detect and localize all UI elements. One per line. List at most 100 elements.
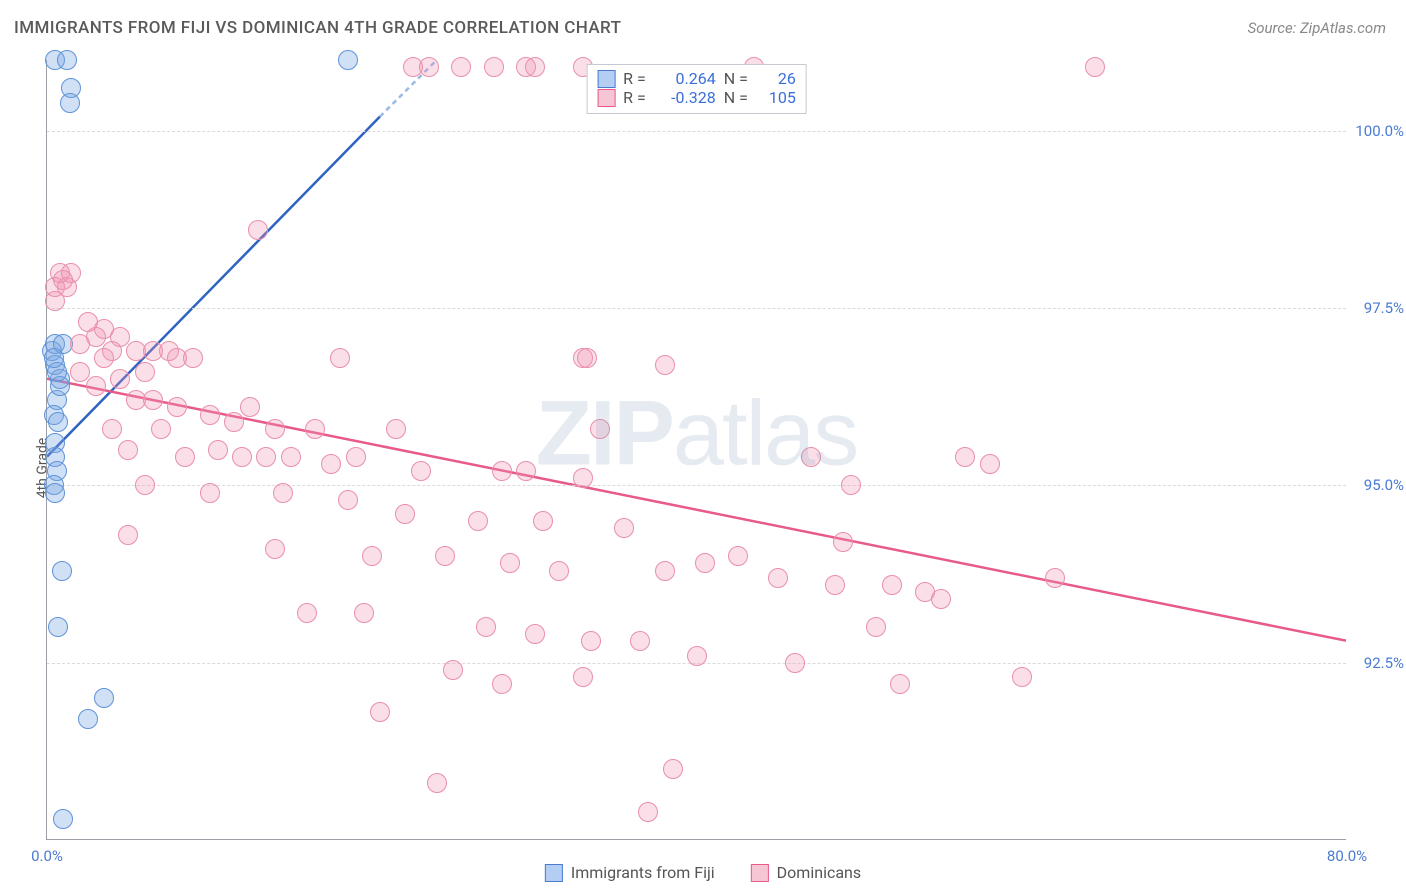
data-point-dominicans — [525, 624, 545, 644]
data-point-dominicans — [305, 419, 325, 439]
source-label: Source: ZipAtlas.com — [1248, 19, 1386, 37]
data-point-dominicans — [53, 270, 73, 290]
data-point-dominicans — [525, 57, 545, 77]
data-point-dominicans — [882, 575, 902, 595]
y-tick-label: 97.5% — [1364, 299, 1404, 317]
y-tick-label: 100.0% — [1355, 122, 1404, 140]
legend-swatch — [597, 70, 615, 88]
data-point-dominicans — [330, 348, 350, 368]
gridline — [47, 485, 1346, 486]
data-point-dominicans — [118, 440, 138, 460]
data-point-fiji — [94, 688, 114, 708]
data-point-dominicans — [768, 568, 788, 588]
data-point-dominicans — [1012, 667, 1032, 687]
data-point-dominicans — [94, 348, 114, 368]
data-point-dominicans — [70, 362, 90, 382]
plot-area: ZIPatlas R =0.264 N =26R =-0.328 N =105 … — [46, 60, 1346, 840]
data-point-dominicans — [1085, 57, 1105, 77]
y-tick-label: 92.5% — [1364, 654, 1404, 672]
data-point-dominicans — [167, 397, 187, 417]
data-point-dominicans — [451, 57, 471, 77]
data-point-dominicans — [573, 468, 593, 488]
legend-item: Immigrants from Fiji — [545, 863, 715, 882]
data-point-dominicans — [468, 511, 488, 531]
data-point-dominicans — [419, 57, 439, 77]
data-point-dominicans — [86, 327, 106, 347]
data-point-dominicans — [638, 802, 658, 822]
data-point-dominicans — [386, 419, 406, 439]
data-point-fiji — [44, 348, 64, 368]
data-point-dominicans — [265, 539, 285, 559]
data-point-dominicans — [980, 454, 1000, 474]
data-point-dominicans — [655, 561, 675, 581]
data-point-dominicans — [224, 412, 244, 432]
data-point-dominicans — [500, 553, 520, 573]
data-point-dominicans — [265, 419, 285, 439]
data-point-dominicans — [395, 504, 415, 524]
data-point-dominicans — [346, 447, 366, 467]
legend-label: Dominicans — [777, 863, 861, 882]
data-point-dominicans — [663, 759, 683, 779]
data-point-fiji — [52, 561, 72, 581]
data-point-dominicans — [281, 447, 301, 467]
data-point-dominicans — [200, 483, 220, 503]
data-point-dominicans — [297, 603, 317, 623]
legend-swatch — [597, 89, 615, 107]
data-point-fiji — [338, 50, 358, 70]
data-point-dominicans — [825, 575, 845, 595]
data-point-fiji — [57, 50, 77, 70]
legend-stats: R =0.264 N =26R =-0.328 N =105 — [586, 64, 807, 114]
data-point-dominicans — [118, 525, 138, 545]
data-point-dominicans — [135, 475, 155, 495]
data-point-fiji — [48, 617, 68, 637]
data-point-dominicans — [833, 532, 853, 552]
data-point-dominicans — [362, 546, 382, 566]
chart-title: IMMIGRANTS FROM FIJI VS DOMINICAN 4TH GR… — [14, 18, 621, 38]
data-point-dominicans — [785, 653, 805, 673]
data-point-dominicans — [45, 291, 65, 311]
data-point-dominicans — [492, 674, 512, 694]
data-point-dominicans — [492, 461, 512, 481]
data-point-fiji — [60, 93, 80, 113]
data-point-dominicans — [687, 646, 707, 666]
data-point-dominicans — [248, 220, 268, 240]
data-point-fiji — [53, 809, 73, 829]
data-point-dominicans — [484, 57, 504, 77]
data-point-dominicans — [175, 447, 195, 467]
data-point-dominicans — [273, 483, 293, 503]
data-point-dominicans — [476, 617, 496, 637]
legend-swatch — [751, 864, 769, 882]
data-point-dominicans — [200, 405, 220, 425]
data-point-dominicans — [370, 702, 390, 722]
data-point-dominicans — [256, 447, 276, 467]
data-point-dominicans — [581, 631, 601, 651]
data-point-fiji — [78, 709, 98, 729]
data-point-dominicans — [338, 490, 358, 510]
data-point-dominicans — [110, 369, 130, 389]
data-point-dominicans — [354, 603, 374, 623]
data-point-dominicans — [549, 561, 569, 581]
data-point-dominicans — [801, 447, 821, 467]
gridline — [47, 131, 1346, 132]
legend-series: Immigrants from Fiji Dominicans — [545, 863, 861, 882]
data-point-dominicans — [321, 454, 341, 474]
legend-swatch — [545, 864, 563, 882]
x-tick-label: 80.0% — [1327, 847, 1367, 865]
data-point-dominicans — [573, 667, 593, 687]
legend-label: Immigrants from Fiji — [571, 863, 715, 882]
data-point-dominicans — [232, 447, 252, 467]
data-point-dominicans — [590, 419, 610, 439]
data-point-dominicans — [955, 447, 975, 467]
data-point-dominicans — [533, 511, 553, 531]
data-point-dominicans — [427, 773, 447, 793]
legend-item: Dominicans — [751, 863, 861, 882]
data-point-dominicans — [135, 362, 155, 382]
chart-container: 4th Grade ZIPatlas R =0.264 N =26R =-0.3… — [0, 48, 1406, 888]
x-tick-label: 0.0% — [31, 847, 63, 865]
data-point-dominicans — [931, 589, 951, 609]
data-point-dominicans — [655, 355, 675, 375]
data-point-dominicans — [841, 475, 861, 495]
data-point-dominicans — [866, 617, 886, 637]
data-point-dominicans — [435, 546, 455, 566]
data-point-dominicans — [614, 518, 634, 538]
